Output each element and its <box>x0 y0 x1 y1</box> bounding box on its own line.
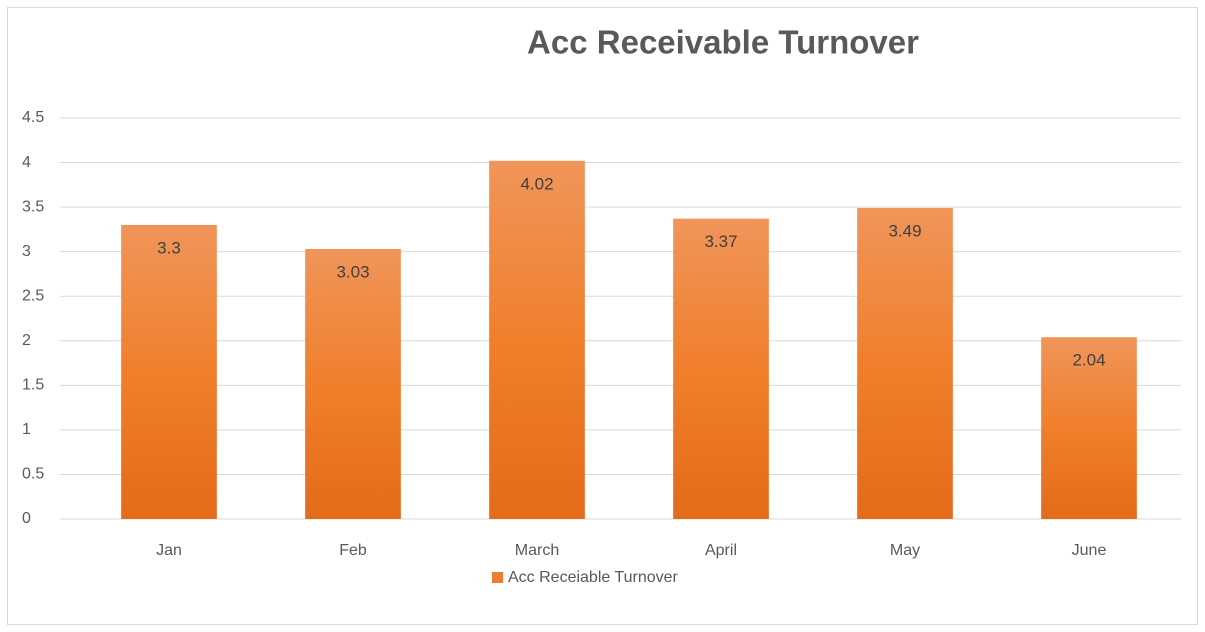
legend-label: Acc Receiable Turnover <box>508 569 679 586</box>
bar <box>489 160 585 520</box>
x-tick-label: March <box>515 542 559 559</box>
value-label: 3.03 <box>336 262 369 281</box>
bar <box>673 218 769 519</box>
y-tick-label: 2.5 <box>22 287 44 304</box>
bar <box>857 208 953 519</box>
x-tick-label: Feb <box>339 542 367 559</box>
x-tick-label: May <box>890 542 920 559</box>
bar <box>305 248 401 519</box>
legend-swatch <box>492 572 503 583</box>
y-tick-label: 4 <box>22 154 31 171</box>
y-tick-label: 0.5 <box>22 466 44 483</box>
value-label: 4.02 <box>520 174 553 193</box>
value-label: 2.04 <box>1072 351 1105 370</box>
x-tick-label: June <box>1072 542 1107 559</box>
y-tick-label: 1.5 <box>22 377 44 394</box>
y-tick-label: 1 <box>22 421 31 438</box>
y-tick-label: 3 <box>22 243 31 260</box>
y-tick-label: 0 <box>22 510 31 527</box>
value-label: 3.3 <box>157 238 181 257</box>
x-tick-label: Jan <box>156 542 182 559</box>
bar <box>1041 337 1137 519</box>
value-label: 3.49 <box>888 221 921 240</box>
chart-title: Acc Receivable Turnover <box>527 24 919 61</box>
value-label: 3.37 <box>704 232 737 251</box>
y-tick-label: 3.5 <box>22 198 44 215</box>
x-tick-label: April <box>705 542 737 559</box>
bar <box>121 224 217 519</box>
y-tick-label: 2 <box>22 332 31 349</box>
y-tick-label: 4.5 <box>22 109 44 126</box>
